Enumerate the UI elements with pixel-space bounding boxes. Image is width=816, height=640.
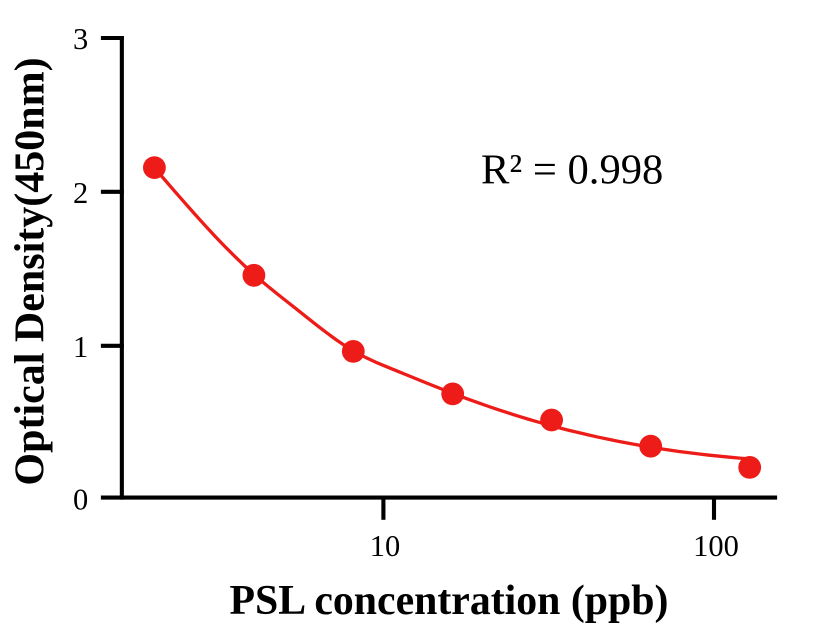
svg-text:10: 10 — [370, 529, 401, 563]
svg-text:0: 0 — [73, 483, 88, 517]
svg-text:100: 100 — [693, 529, 739, 563]
svg-text:PSL concentration (ppb): PSL concentration (ppb) — [230, 578, 669, 624]
svg-text:2: 2 — [73, 176, 88, 210]
svg-text:R² = 0.998: R² = 0.998 — [481, 146, 663, 193]
svg-text:1: 1 — [73, 330, 88, 364]
svg-text:Optical Density(450nm): Optical Density(450nm) — [7, 57, 53, 485]
svg-text:3: 3 — [73, 22, 88, 56]
